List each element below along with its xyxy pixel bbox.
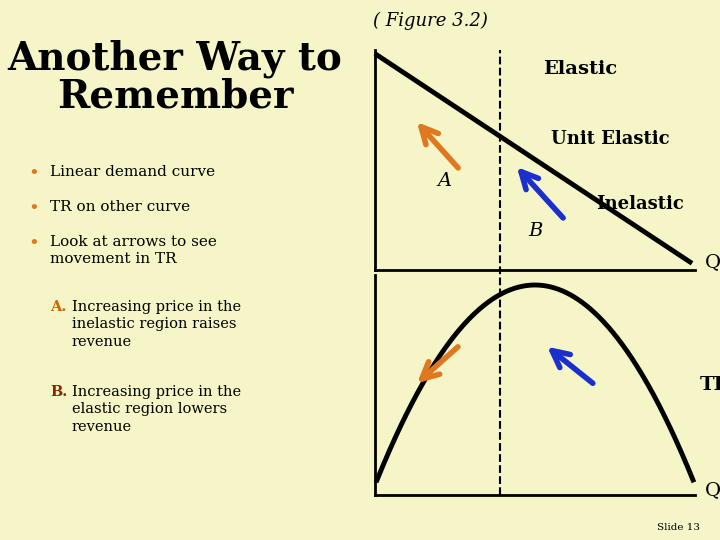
Text: Increasing price in the
elastic region lowers
revenue: Increasing price in the elastic region l… [72, 385, 241, 434]
Text: ( Figure 3.2): ( Figure 3.2) [372, 12, 487, 30]
Text: Slide 13: Slide 13 [657, 523, 700, 532]
Text: Remember: Remember [57, 78, 293, 116]
Text: Inelastic: Inelastic [596, 195, 684, 213]
Text: Look at arrows to see
movement in TR: Look at arrows to see movement in TR [50, 235, 217, 266]
Text: •: • [28, 165, 39, 183]
Text: Unit Elastic: Unit Elastic [551, 130, 670, 148]
Text: B: B [528, 222, 542, 240]
Text: A: A [438, 172, 452, 190]
Text: Linear demand curve: Linear demand curve [50, 165, 215, 179]
Text: Increasing price in the
inelastic region raises
revenue: Increasing price in the inelastic region… [72, 300, 241, 349]
Text: Q: Q [705, 253, 720, 271]
Text: B.: B. [50, 385, 67, 399]
Text: •: • [28, 235, 39, 253]
Text: Q: Q [705, 481, 720, 499]
Text: TR on other curve: TR on other curve [50, 200, 190, 214]
Text: A.: A. [50, 300, 66, 314]
Text: TR: TR [700, 376, 720, 394]
Text: Another Way to: Another Way to [8, 40, 343, 78]
Text: •: • [28, 200, 39, 218]
Text: Elastic: Elastic [543, 60, 617, 78]
